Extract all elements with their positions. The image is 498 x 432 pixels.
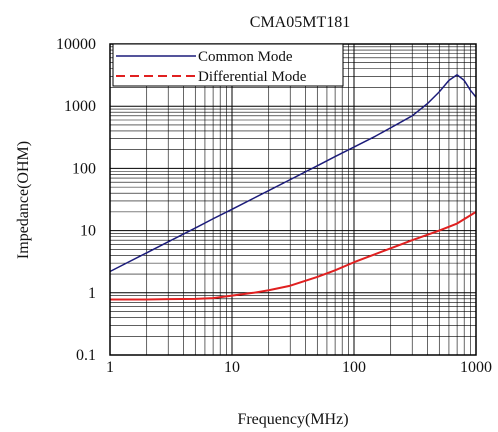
chart-title: CMA05MT181 [250,14,350,31]
x-tick-label: 1000 [460,359,492,376]
y-tick-label: 100 [72,160,96,177]
differential-mode-line [110,211,477,301]
x-tick-label: 100 [342,359,366,376]
x-axis-label: Frequency(MHz) [237,411,348,428]
legend-box [112,43,344,87]
y-axis-label: Impedance(OHM) [15,141,32,259]
y-tick-label: 1000 [64,98,96,115]
x-tick-labels: 1 10 100 1000 [106,359,492,376]
legend: Common Mode Differential Mode [112,43,344,87]
plot-frame [109,43,477,356]
grid [109,44,476,356]
legend-label-common-mode: Common Mode [198,49,293,65]
y-tick-label: 10000 [56,36,96,53]
y-tick-label: 0.1 [76,347,96,364]
x-tick-label: 1 [106,359,114,376]
series-lines [109,74,477,301]
y-tick-label: 1 [88,285,96,302]
y-tick-labels: 0.1 1 10 100 1000 10000 [56,36,96,364]
common-mode-line [109,74,477,273]
x-tick-label: 10 [224,359,240,376]
y-tick-label: 10 [80,223,96,240]
legend-label-differential-mode: Differential Mode [198,69,307,85]
